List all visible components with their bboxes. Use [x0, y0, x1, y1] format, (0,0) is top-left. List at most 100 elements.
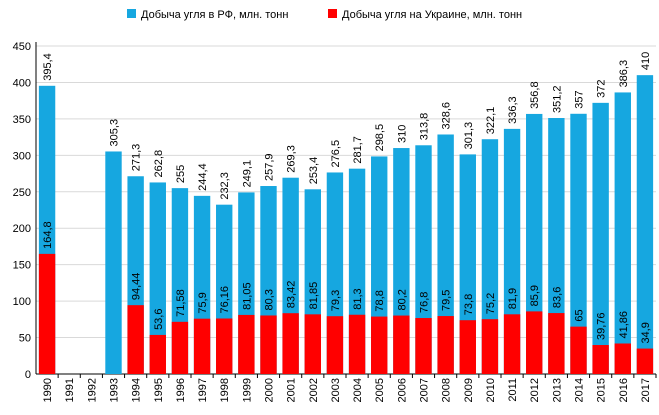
x-tick-label-2003: 2003: [330, 378, 342, 402]
data-label-ukraine-1990: 164,8: [42, 221, 54, 249]
data-label-ukraine-2003: 79,3: [330, 290, 342, 311]
data-label-russia-1990: 395,4: [42, 53, 54, 81]
data-label-russia-2005: 298,5: [374, 124, 386, 152]
x-tick-label-1998: 1998: [219, 378, 231, 402]
data-label-russia-2002: 253,4: [308, 157, 320, 185]
y-tick-label: 250: [13, 187, 31, 199]
bar-russia-2008: [437, 134, 454, 374]
bar-russia-2012: [526, 113, 543, 375]
data-label-russia-1997: 244,4: [197, 163, 209, 191]
bar-ukraine-2016: [614, 343, 631, 374]
data-label-russia-2009: 301,3: [463, 122, 475, 150]
x-tick-label-1991: 1991: [64, 378, 76, 402]
x-tick-label-1994: 1994: [131, 378, 143, 402]
bar-ukraine-2011: [503, 314, 521, 374]
data-label-ukraine-2000: 80,3: [264, 289, 276, 310]
bar-ukraine-2000: [260, 315, 277, 374]
bar-ukraine-1990: [38, 253, 56, 374]
data-label-russia-2000: 257,9: [264, 153, 276, 181]
legend: Добыча угля в РФ, млн. тонн Добыча угля …: [127, 9, 522, 21]
bar-ukraine-1996: [171, 321, 189, 374]
data-label-ukraine-1996: 71,58: [175, 289, 187, 317]
data-label-ukraine-2011: 81,9: [507, 288, 519, 309]
data-label-russia-1995: 262,8: [153, 150, 165, 178]
y-tick-label: 300: [13, 150, 31, 162]
data-labels: 395,4 164,8 305,3 271,3 94,44 262,8 53,6 255 71,…: [42, 52, 652, 344]
bars: [38, 75, 654, 375]
x-tick-label-2004: 2004: [352, 378, 364, 402]
x-tick-label-1995: 1995: [153, 378, 165, 402]
data-label-ukraine-1998: 76,16: [219, 286, 231, 314]
x-axis: 1990 1991 1992 1993 1994 1995 1996 1997 1998 1999…: [42, 374, 657, 402]
bar-ukraine-2001: [282, 313, 299, 374]
data-label-ukraine-2004: 81,3: [352, 288, 364, 309]
x-tick-label-2015: 2015: [596, 378, 608, 402]
y-tick-label: 450: [13, 41, 31, 53]
data-label-ukraine-2010: 75,2: [485, 293, 497, 314]
x-tick-label-1999: 1999: [241, 378, 253, 402]
data-label-russia-2011: 336,3: [507, 96, 519, 124]
data-label-russia-2006: 310: [396, 125, 408, 143]
x-tick-label-2012: 2012: [529, 378, 541, 402]
bar-ukraine-1994: [127, 305, 144, 374]
data-label-russia-2001: 269,3: [286, 145, 298, 173]
data-label-ukraine-2017: 34,9: [640, 322, 652, 343]
y-tick-label: 50: [19, 333, 31, 345]
bar-ukraine-2009: [459, 320, 476, 374]
bar-russia-2013: [548, 118, 565, 374]
data-label-russia-2004: 281,7: [352, 136, 364, 164]
bar-russia-1993: [105, 151, 122, 374]
data-label-russia-2016: 386,3: [618, 60, 630, 88]
data-label-ukraine-2002: 81,85: [308, 282, 320, 310]
bar-russia-2017: [636, 75, 654, 375]
data-label-ukraine-1995: 53,6: [153, 309, 165, 330]
legend-label-ukraine: Добыча угля на Украине, млн. тонн: [342, 9, 522, 21]
y-tick-label: 100: [13, 296, 31, 308]
bar-ukraine-2017: [636, 348, 654, 374]
bar-ukraine-2003: [326, 316, 344, 374]
x-tick-label-2009: 2009: [463, 378, 475, 402]
x-tick-label-2007: 2007: [419, 378, 431, 402]
x-tick-label-2014: 2014: [574, 378, 586, 402]
data-label-russia-1993: 305,3: [109, 119, 121, 147]
x-tick-label-1996: 1996: [175, 378, 187, 402]
x-tick-label-2017: 2017: [640, 378, 652, 402]
data-label-ukraine-2005: 78,8: [374, 290, 386, 311]
data-label-russia-2007: 313,8: [419, 113, 431, 141]
x-tick-label-2001: 2001: [286, 378, 298, 402]
data-label-ukraine-2006: 80,2: [396, 289, 408, 310]
y-tick-label: 350: [13, 114, 31, 126]
x-tick-label-1990: 1990: [42, 378, 54, 402]
bar-russia-2010: [481, 139, 499, 374]
x-tick-label-2010: 2010: [485, 378, 497, 402]
bar-russia-1995: [149, 182, 166, 374]
bar-russia-2016: [614, 92, 631, 374]
data-label-russia-1998: 232,3: [219, 172, 231, 200]
bar-russia-2009: [459, 154, 476, 374]
y-tick-label: 150: [13, 260, 31, 272]
bar-ukraine-1998: [216, 318, 233, 374]
bar-russia-2011: [503, 128, 521, 374]
data-label-ukraine-1999: 81,05: [241, 282, 253, 310]
x-tick-label-2011: 2011: [507, 378, 519, 402]
data-label-ukraine-2001: 83,42: [286, 281, 298, 309]
bar-ukraine-2010: [481, 319, 499, 374]
x-tick-label-2002: 2002: [308, 378, 320, 402]
legend-swatch-ukraine: [328, 9, 337, 18]
data-label-ukraine-1994: 94,44: [131, 273, 143, 301]
data-label-ukraine-2016: 41,86: [618, 311, 630, 339]
bar-ukraine-1999: [238, 314, 255, 374]
data-label-russia-2008: 328,6: [441, 102, 453, 130]
legend-swatch-russia: [127, 9, 136, 18]
data-label-ukraine-2009: 73,8: [463, 294, 475, 315]
x-tick-label-1997: 1997: [197, 378, 209, 402]
bar-russia-2014: [570, 113, 587, 374]
data-label-russia-1996: 255: [175, 165, 187, 183]
x-tick-label-2006: 2006: [396, 378, 408, 402]
data-label-ukraine-2013: 83,6: [551, 287, 563, 308]
bar-russia-2007: [415, 145, 432, 374]
data-label-russia-1994: 271,3: [131, 144, 143, 172]
x-tick-label-2008: 2008: [441, 378, 453, 402]
data-label-ukraine-2008: 79,5: [441, 290, 453, 311]
data-label-russia-2014: 357: [574, 90, 586, 108]
